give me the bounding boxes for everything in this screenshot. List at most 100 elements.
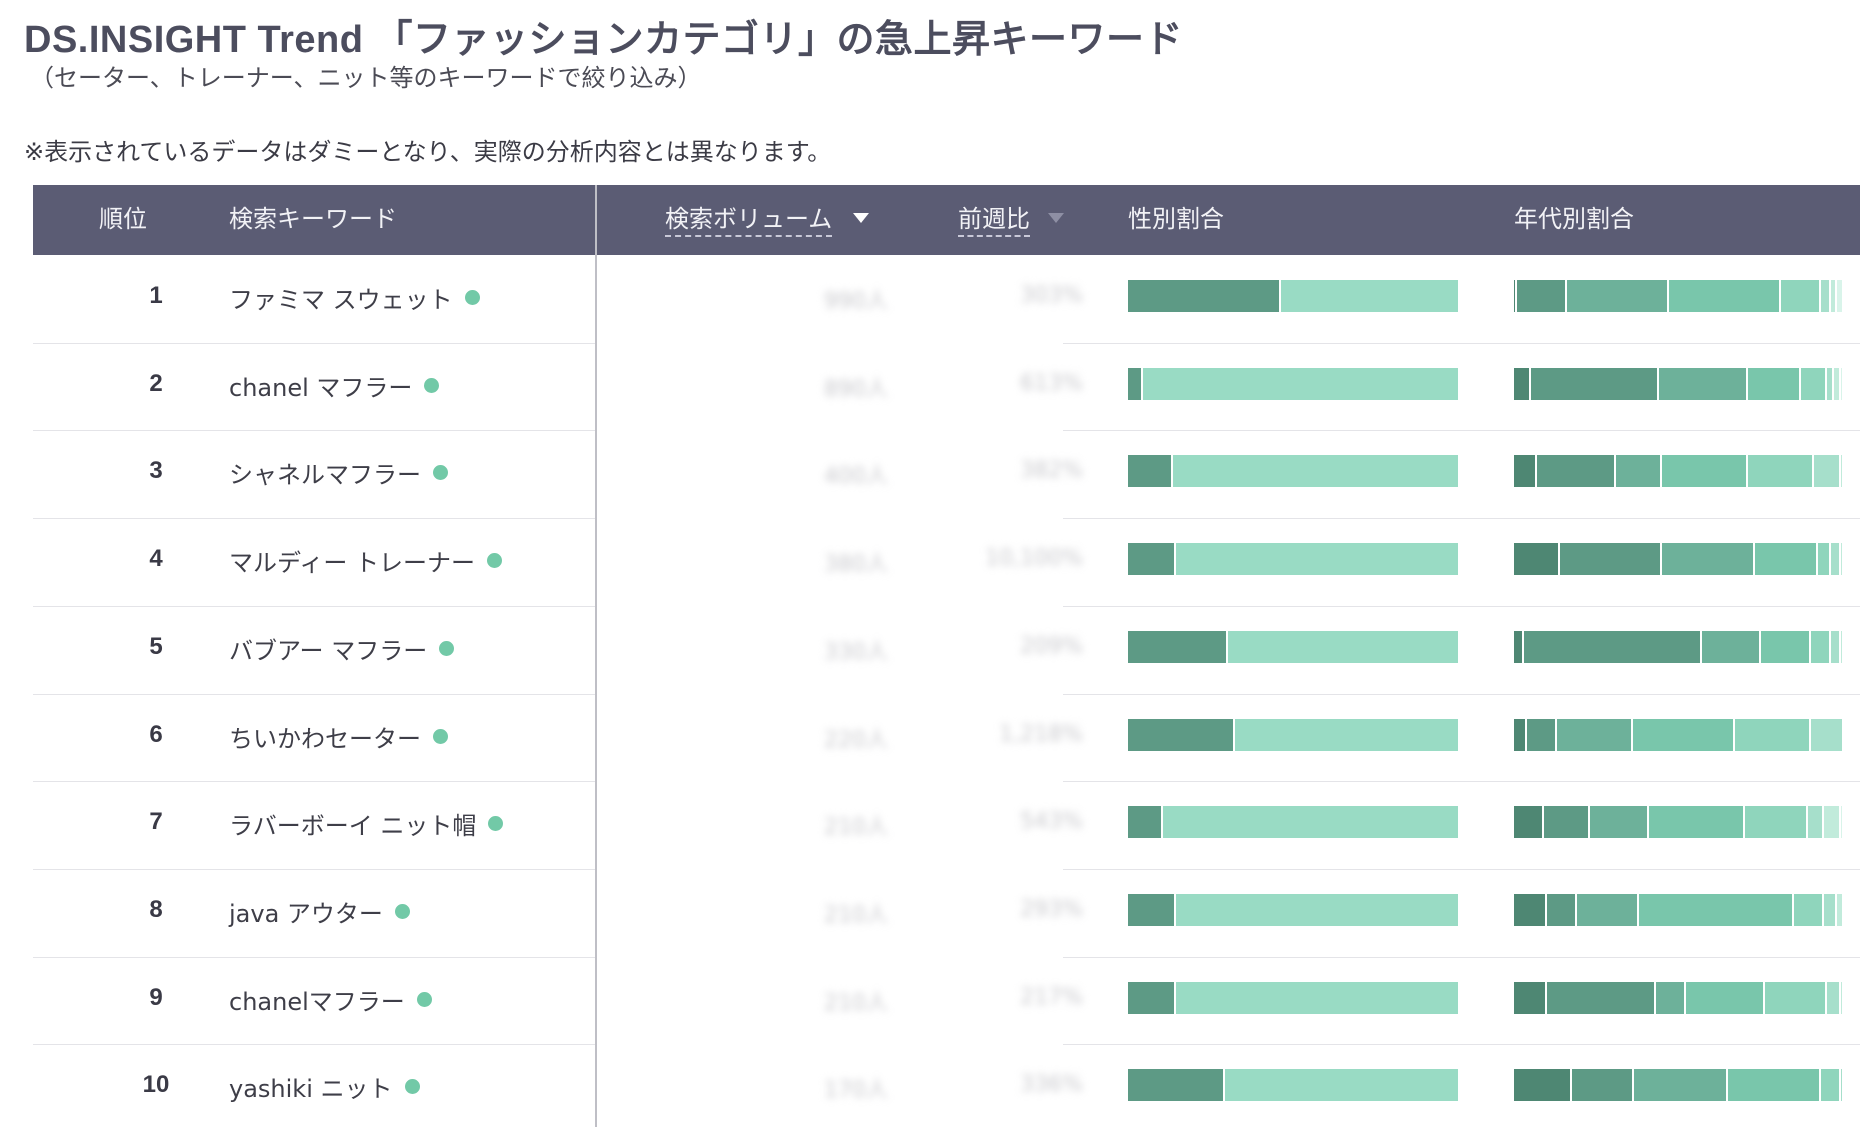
row-divider	[1063, 605, 1860, 607]
age-segment-2	[1556, 718, 1633, 751]
keyword-cell[interactable]: yashiki ニット	[229, 1069, 420, 1104]
age-segment-2	[1576, 893, 1640, 926]
sort-inactive-icon[interactable]	[1048, 213, 1064, 223]
column-header-rank: 順位	[99, 205, 147, 233]
gender-ratio-bar	[1128, 1069, 1458, 1102]
age-segment-1	[1523, 630, 1703, 663]
age-segment-1	[1537, 455, 1617, 488]
age-segment-4	[1821, 1069, 1841, 1102]
age-segment-1	[1530, 367, 1660, 400]
row-divider	[33, 956, 595, 958]
column-header-keyword: 検索キーワード	[229, 205, 397, 233]
search-volume-value: 220人	[824, 727, 888, 753]
age-ratio-bar	[1514, 455, 1844, 488]
age-ratio-bar	[1514, 981, 1844, 1014]
gender-segment-male	[1128, 1069, 1224, 1102]
age-segment-1	[1517, 280, 1567, 312]
gender-segment-male	[1128, 630, 1227, 663]
table-row[interactable]: 3 シャネルマフラー 400人 382%	[33, 430, 1860, 518]
age-segment-4	[1794, 893, 1825, 926]
age-segment-1	[1560, 543, 1663, 576]
search-volume-value: 400人	[824, 464, 888, 490]
keyword-text: java アウター	[229, 899, 383, 928]
status-dot-icon	[394, 903, 410, 919]
table-row[interactable]: 4 マルディー トレーナー 380人 10,100%	[33, 518, 1860, 606]
table-row[interactable]: 5 バブアー マフラー 330人 209%	[33, 606, 1860, 694]
column-header-volume[interactable]: 検索ボリューム	[665, 199, 869, 237]
age-ratio-bar	[1514, 543, 1844, 576]
age-segment-6	[1824, 806, 1841, 839]
row-divider	[33, 781, 595, 783]
status-dot-icon	[486, 553, 502, 569]
row-divider	[1063, 430, 1860, 432]
gender-segment-male	[1128, 280, 1279, 312]
keyword-cell[interactable]: chanelマフラー	[229, 982, 432, 1017]
search-volume-value: 210人	[824, 902, 888, 928]
row-divider	[1063, 693, 1860, 695]
page-subtitle: （セーター、トレーナー、ニット等のキーワードで絞り込み）	[30, 64, 702, 92]
table-row[interactable]: 10 yashiki ニット 170人 336%	[33, 1044, 1860, 1132]
table-row[interactable]: 2 chanel マフラー 890人 613%	[33, 343, 1860, 431]
status-dot-icon	[439, 640, 455, 656]
keyword-text: ラバーボーイ ニット帽	[229, 812, 477, 841]
keyword-cell[interactable]: バブアー マフラー	[229, 631, 455, 666]
rank-number: 4	[149, 545, 163, 573]
age-segment-5	[1807, 806, 1825, 839]
age-ratio-bar	[1514, 718, 1844, 751]
week-over-week-value: 209%	[1020, 633, 1083, 659]
table-row[interactable]: 6 ちいかわセーター 220人 1,218%	[33, 694, 1860, 782]
age-segment-1	[1547, 981, 1656, 1014]
age-segment-0	[1514, 1069, 1573, 1102]
table-row[interactable]: 9 chanelマフラー 210人 217%	[33, 957, 1860, 1045]
rank-number: 9	[149, 983, 163, 1011]
keyword-cell[interactable]: シャネルマフラー	[229, 455, 448, 490]
gender-segment-female	[1278, 280, 1458, 312]
row-divider	[33, 693, 595, 695]
table-row[interactable]: 7 ラバーボーイ ニット帽 210人 543%	[33, 781, 1860, 869]
row-divider	[33, 518, 595, 520]
age-segment-5	[1810, 718, 1844, 751]
age-segment-4	[1817, 543, 1831, 576]
keyword-text: ちいかわセーター	[229, 724, 421, 753]
keyword-cell[interactable]: マルディー トレーナー	[229, 543, 502, 578]
age-segment-3	[1685, 981, 1765, 1014]
week-over-week-value: 303%	[1020, 283, 1083, 308]
age-segment-5	[1820, 280, 1831, 312]
age-ratio-bar	[1514, 1069, 1844, 1102]
column-header-gender: 性別割合	[1128, 205, 1224, 233]
table-row[interactable]: 8 java アウター 210人 293%	[33, 869, 1860, 957]
keyword-cell[interactable]: java アウター	[229, 894, 410, 929]
age-segment-4	[1764, 981, 1828, 1014]
keyword-cell[interactable]: ラバーボーイ ニット帽	[229, 806, 504, 841]
rank-number: 7	[149, 808, 163, 836]
week-over-week-value: 10,100%	[985, 546, 1083, 572]
gender-segment-male	[1128, 455, 1171, 488]
week-over-week-value: 382%	[1020, 458, 1083, 484]
keyword-cell[interactable]: ファミマ スウェット	[229, 280, 480, 315]
age-segment-5	[1814, 455, 1841, 488]
age-segment-2	[1589, 806, 1650, 839]
age-segment-3	[1748, 367, 1802, 400]
age-segment-3	[1632, 718, 1736, 751]
keyword-cell[interactable]: ちいかわセーター	[229, 719, 448, 754]
gender-ratio-bar	[1128, 718, 1458, 751]
age-segment-3	[1662, 455, 1749, 488]
page-title: DS.INSIGHT Trend 「ファッションカテゴリ」の急上昇キーワード	[24, 19, 1184, 61]
rank-number: 8	[149, 895, 163, 923]
gender-segment-male	[1128, 367, 1142, 400]
age-segment-1	[1527, 718, 1557, 751]
age-segment-2	[1566, 280, 1670, 312]
column-header-wow[interactable]: 前週比	[958, 199, 1064, 237]
status-dot-icon	[433, 465, 448, 481]
gender-ratio-bar	[1128, 893, 1458, 926]
rank-number: 5	[149, 632, 163, 660]
age-segment-0	[1514, 630, 1524, 663]
keyword-cell[interactable]: chanel マフラー	[229, 368, 440, 403]
age-segment-3	[1727, 1069, 1822, 1102]
rank-number: 10	[142, 1071, 170, 1099]
table-row[interactable]: 1 ファミマ スウェット 990人 303%	[33, 255, 1860, 343]
search-volume-value: 210人	[824, 990, 888, 1016]
gender-segment-female	[1173, 893, 1458, 926]
age-ratio-bar	[1514, 367, 1844, 400]
sort-desc-icon[interactable]	[853, 213, 869, 223]
